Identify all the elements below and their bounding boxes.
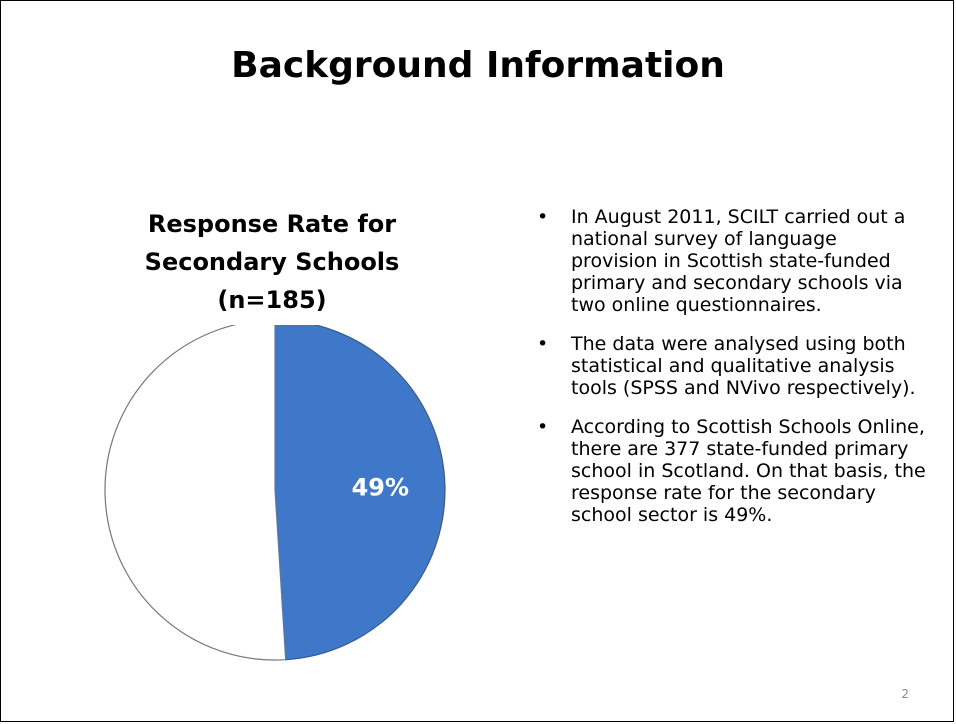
page-number: 2 — [901, 687, 909, 701]
slide-title: Background Information — [231, 45, 725, 86]
chart-title-line-3: (n=185) — [217, 286, 327, 314]
bullet-dot-icon: • — [537, 206, 549, 228]
bullet-text: In August 2011, SCILT carried out a nati… — [571, 206, 906, 316]
pie-chart: 49% — [104, 325, 446, 661]
chart-title-line-2: Secondary Schools — [144, 248, 400, 276]
pie-slice-1 — [104, 325, 287, 661]
bullet-item: • In August 2011, SCILT carried out a na… — [537, 206, 927, 316]
bullet-dot-icon: • — [537, 333, 549, 355]
chart-title: Response Rate for Secondary Schools (n=1… — [141, 205, 403, 319]
bullet-dot-icon: • — [537, 416, 549, 438]
pie-data-label-0: 49% — [352, 474, 409, 502]
bullet-item: • According to Scottish Schools Online, … — [537, 416, 927, 526]
bullet-text: The data were analysed using both statis… — [571, 333, 916, 399]
pie-slice-0 — [274, 325, 446, 661]
bullet-item: • The data were analysed using both stat… — [537, 333, 927, 399]
chart-title-line-1: Response Rate for — [147, 210, 397, 238]
bullet-list: • In August 2011, SCILT carried out a na… — [537, 206, 927, 543]
bullet-text: According to Scottish Schools Online, th… — [571, 416, 926, 526]
